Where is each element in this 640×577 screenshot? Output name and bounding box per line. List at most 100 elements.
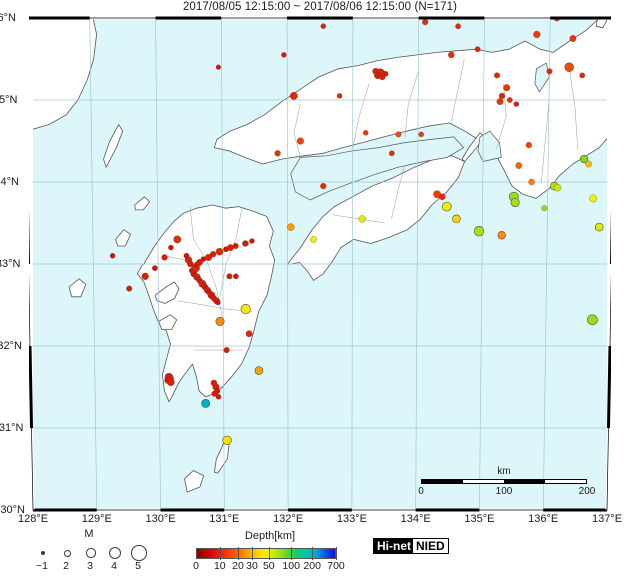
magnitude-legend-label: ~1 — [36, 560, 48, 572]
map-plot-area — [33, 18, 607, 510]
earthquake-marker-layer — [109, 18, 604, 445]
depth-colorbar-label: 200 — [303, 560, 321, 572]
longitude-tick-label: 137°E — [591, 513, 623, 525]
earthquake-marker — [594, 222, 604, 232]
earthquake-marker — [513, 101, 519, 107]
depth-colorbar-label: 20 — [232, 560, 244, 572]
earthquake-marker — [533, 30, 541, 38]
earthquake-marker — [510, 197, 520, 208]
earthquake-marker — [455, 23, 461, 30]
depth-colorbar-tick — [219, 547, 221, 560]
earthquake-marker — [281, 52, 287, 58]
earthquake-marker — [589, 194, 598, 203]
depth-legend: Depth[km] 0 10 20 30 50 100 200 700 — [193, 530, 345, 574]
earthquake-marker — [210, 251, 217, 258]
magnitude-legend-label: 4 — [111, 560, 117, 572]
earthquake-marker — [515, 162, 523, 169]
earthquake-marker — [395, 131, 402, 138]
depth-colorbar-label: 50 — [262, 560, 275, 572]
longitude-tick-label: 136°E — [528, 513, 559, 525]
longitude-tick-label: 135°E — [464, 513, 495, 525]
earthquake-marker — [289, 92, 298, 100]
earthquake-marker — [166, 378, 175, 386]
earthquake-marker — [448, 51, 455, 59]
longitude-tick-label: 131°E — [209, 513, 240, 525]
earthquake-marker — [183, 252, 190, 259]
depth-colorbar-tick — [252, 547, 253, 560]
earthquake-marker — [388, 150, 395, 157]
magnitude-legend-label: 5 — [135, 560, 141, 572]
earthquake-marker — [215, 64, 221, 70]
scale-bar: km 0 100 200 — [418, 466, 595, 498]
earthquake-marker — [474, 46, 481, 53]
latitude-tick-label: 35°N — [0, 94, 18, 106]
earthquake-marker — [126, 285, 133, 292]
earthquake-marker — [232, 243, 239, 249]
earthquake-marker — [215, 247, 224, 256]
earthquake-marker — [310, 236, 317, 243]
scale-bar-tick-label: 0 — [418, 486, 424, 497]
earthquake-marker — [249, 238, 255, 244]
depth-colorbar-label: 100 — [282, 560, 300, 572]
longitude-tick-label: 132°E — [273, 513, 304, 525]
earthquake-marker — [506, 97, 513, 103]
landmass-layer — [33, 18, 607, 493]
magnitude-legend-label: 2 — [63, 560, 69, 572]
graticule-layer — [33, 18, 607, 510]
earthquake-marker — [161, 254, 168, 261]
earthquake-marker — [382, 70, 389, 77]
magnitude-legend-symbol — [63, 549, 71, 557]
earthquake-marker — [494, 72, 500, 79]
longitude-tick-label: 134°E — [400, 513, 431, 525]
depth-colorbar-label: 700 — [327, 560, 345, 572]
earthquake-marker — [587, 314, 598, 326]
earthquake-marker — [473, 226, 485, 237]
latitude-tick-label: 31°N — [0, 422, 24, 434]
earthquake-marker — [242, 240, 249, 247]
depth-colorbar-tick — [291, 547, 293, 560]
earthquake-marker — [287, 223, 295, 231]
magnitude-legend: M ~1 2 3 4 5 — [24, 528, 154, 574]
earthquake-marker — [223, 347, 230, 354]
scale-bar-tick-label: 200 — [578, 486, 596, 497]
earthquake-marker — [541, 205, 548, 212]
earthquake-marker — [525, 142, 532, 149]
earthquake-marker — [245, 330, 253, 338]
earthquake-marker — [336, 93, 343, 99]
earthquake-marker — [211, 390, 218, 397]
magnitude-legend-symbol — [86, 548, 96, 558]
earthquake-marker — [201, 399, 211, 408]
earthquake-marker — [240, 304, 251, 315]
earthquake-marker — [528, 178, 535, 186]
hinet-nied-logo: Hi-net NIED — [373, 538, 449, 554]
nied-logo-text: NIED — [413, 539, 448, 553]
earthquake-marker — [205, 253, 212, 261]
earthquake-marker — [173, 235, 182, 244]
depth-colorbar-tick — [268, 547, 270, 560]
earthquake-marker — [274, 150, 281, 157]
earthquake-marker — [320, 23, 326, 29]
earthquake-marker — [320, 183, 327, 190]
magnitude-legend-title: M — [84, 528, 94, 540]
latitude-tick-label: 36°N — [0, 12, 16, 24]
earthquake-marker — [585, 160, 592, 168]
earthquake-marker — [141, 272, 149, 280]
depth-colorbar — [196, 548, 336, 559]
map-canvas — [33, 18, 607, 510]
earthquake-marker — [254, 366, 264, 375]
earthquake-marker — [109, 253, 116, 259]
map-frame — [29, 16, 611, 512]
earthquake-marker — [546, 68, 553, 75]
depth-colorbar-label: 30 — [246, 560, 258, 572]
depth-colorbar-label: 10 — [213, 560, 226, 572]
latitude-tick-label: 34°N — [0, 176, 19, 188]
earthquake-marker — [439, 193, 446, 201]
scale-bar-graphic — [421, 479, 587, 484]
earthquake-marker — [503, 84, 511, 92]
earthquake-marker — [498, 92, 506, 99]
earthquake-marker — [233, 273, 239, 280]
earthquake-marker — [226, 273, 233, 280]
latitude-tick-label: 30°N — [0, 504, 25, 516]
magnitude-legend-symbol — [108, 546, 122, 560]
earthquake-marker — [222, 435, 232, 445]
